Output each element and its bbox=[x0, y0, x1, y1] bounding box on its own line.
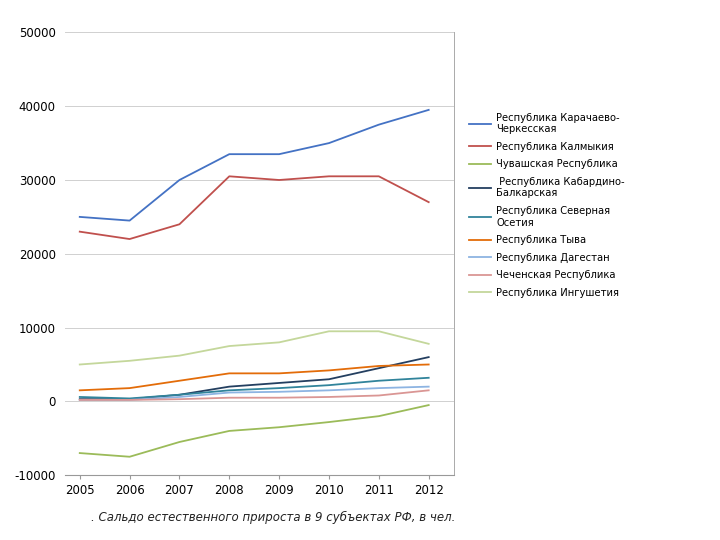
Республика Северная
Осетия bbox=[175, 392, 184, 398]
Республика Ингушетия bbox=[225, 343, 233, 349]
 Республика Кабардино-
Балкарская bbox=[175, 392, 184, 398]
Республика Карачаево-
Черкесская bbox=[125, 218, 134, 224]
Чувашская Республика bbox=[374, 413, 383, 420]
Республика Карачаево-
Черкесская bbox=[275, 151, 284, 158]
Республика Ингушетия bbox=[374, 328, 383, 335]
Line: Республика Ингушетия: Республика Ингушетия bbox=[80, 332, 428, 364]
Республика Карачаево-
Черкесская bbox=[424, 106, 433, 113]
Республика Карачаево-
Черкесская bbox=[225, 151, 233, 158]
Республика Карачаево-
Черкесская bbox=[325, 140, 333, 146]
Республика Калмыкия bbox=[325, 173, 333, 180]
Республика Ингушетия bbox=[325, 328, 333, 335]
Республика Дагестан bbox=[325, 387, 333, 394]
Line: Республика Калмыкия: Республика Калмыкия bbox=[80, 177, 428, 239]
Республика Карачаево-
Черкесская bbox=[76, 214, 84, 220]
Республика Северная
Осетия bbox=[424, 375, 433, 381]
Республика Северная
Осетия bbox=[225, 387, 233, 394]
Республика Тыва bbox=[76, 387, 84, 394]
Чеченская Республика bbox=[374, 392, 383, 399]
Line: Республика Тыва: Республика Тыва bbox=[80, 364, 428, 390]
Чеченская Республика bbox=[225, 394, 233, 401]
Республика Дагестан bbox=[125, 397, 134, 403]
Чеченская Республика bbox=[424, 387, 433, 394]
Республика Калмыкия bbox=[76, 228, 84, 235]
Чеченская Республика bbox=[325, 394, 333, 400]
Чеченская Республика bbox=[275, 394, 284, 401]
 Республика Кабардино-
Балкарская bbox=[225, 383, 233, 390]
 Республика Кабардино-
Балкарская bbox=[374, 365, 383, 372]
Республика Северная
Осетия bbox=[76, 394, 84, 400]
Чувашская Республика bbox=[125, 454, 134, 460]
Чеченская Республика bbox=[76, 397, 84, 403]
Республика Тыва bbox=[175, 377, 184, 384]
Чувашская Республика bbox=[325, 419, 333, 426]
Республика Дагестан bbox=[424, 383, 433, 390]
Чувашская Республика bbox=[225, 428, 233, 434]
 Республика Кабардино-
Балкарская bbox=[325, 376, 333, 382]
Республика Калмыкия bbox=[125, 236, 134, 242]
Республика Калмыкия bbox=[175, 221, 184, 227]
Line: Чувашская Республика: Чувашская Республика bbox=[80, 405, 428, 457]
Line: Республика Дагестан: Республика Дагестан bbox=[80, 387, 428, 400]
Чувашская Республика bbox=[76, 450, 84, 456]
Республика Северная
Осетия bbox=[125, 395, 134, 402]
Республика Тыва bbox=[374, 363, 383, 369]
Text: . Сальдо естественного прироста в 9 субъектах РФ, в чел.: . Сальдо естественного прироста в 9 субъ… bbox=[91, 511, 456, 524]
Республика Ингушетия bbox=[175, 353, 184, 359]
Чувашская Республика bbox=[424, 402, 433, 408]
Чеченская Республика bbox=[175, 396, 184, 402]
Чувашская Республика bbox=[275, 424, 284, 430]
Республика Карачаево-
Черкесская bbox=[374, 122, 383, 128]
Республика Дагестан bbox=[76, 397, 84, 403]
Республика Калмыкия bbox=[275, 177, 284, 183]
 Республика Кабардино-
Балкарская bbox=[275, 380, 284, 386]
 Республика Кабардино-
Балкарская bbox=[76, 396, 84, 402]
Республика Ингушетия bbox=[424, 341, 433, 347]
Республика Ингушетия bbox=[125, 357, 134, 364]
Line:  Республика Кабардино-
Балкарская: Республика Кабардино- Балкарская bbox=[80, 357, 428, 399]
Республика Ингушетия bbox=[76, 361, 84, 368]
 Республика Кабардино-
Балкарская bbox=[125, 396, 134, 402]
Line: Чеченская Республика: Чеченская Республика bbox=[80, 390, 428, 400]
Республика Дагестан bbox=[225, 389, 233, 396]
Республика Северная
Осетия bbox=[275, 385, 284, 392]
Республика Ингушетия bbox=[275, 339, 284, 346]
Чувашская Республика bbox=[175, 438, 184, 445]
Чеченская Республика bbox=[125, 397, 134, 403]
Line: Республика Карачаево-
Черкесская: Республика Карачаево- Черкесская bbox=[80, 110, 428, 221]
Line: Республика Северная
Осетия: Республика Северная Осетия bbox=[80, 378, 428, 399]
Республика Северная
Осетия bbox=[374, 377, 383, 384]
Республика Калмыкия bbox=[374, 173, 383, 180]
Республика Дагестан bbox=[374, 385, 383, 392]
Республика Дагестан bbox=[175, 394, 184, 400]
Республика Калмыкия bbox=[424, 199, 433, 205]
 Республика Кабардино-
Балкарская bbox=[424, 354, 433, 360]
Республика Тыва bbox=[424, 361, 433, 368]
Республика Тыва bbox=[125, 385, 134, 392]
Республика Дагестан bbox=[275, 389, 284, 395]
Республика Тыва bbox=[225, 370, 233, 376]
Legend: Республика Карачаево-
Черкесская, Республика Калмыкия, Чувашская Республика,  Ре: Республика Карачаево- Черкесская, Респуб… bbox=[469, 113, 625, 298]
Республика Калмыкия bbox=[225, 173, 233, 180]
Республика Северная
Осетия bbox=[325, 382, 333, 388]
Республика Карачаево-
Черкесская bbox=[175, 177, 184, 183]
Республика Тыва bbox=[325, 367, 333, 374]
Республика Тыва bbox=[275, 370, 284, 376]
